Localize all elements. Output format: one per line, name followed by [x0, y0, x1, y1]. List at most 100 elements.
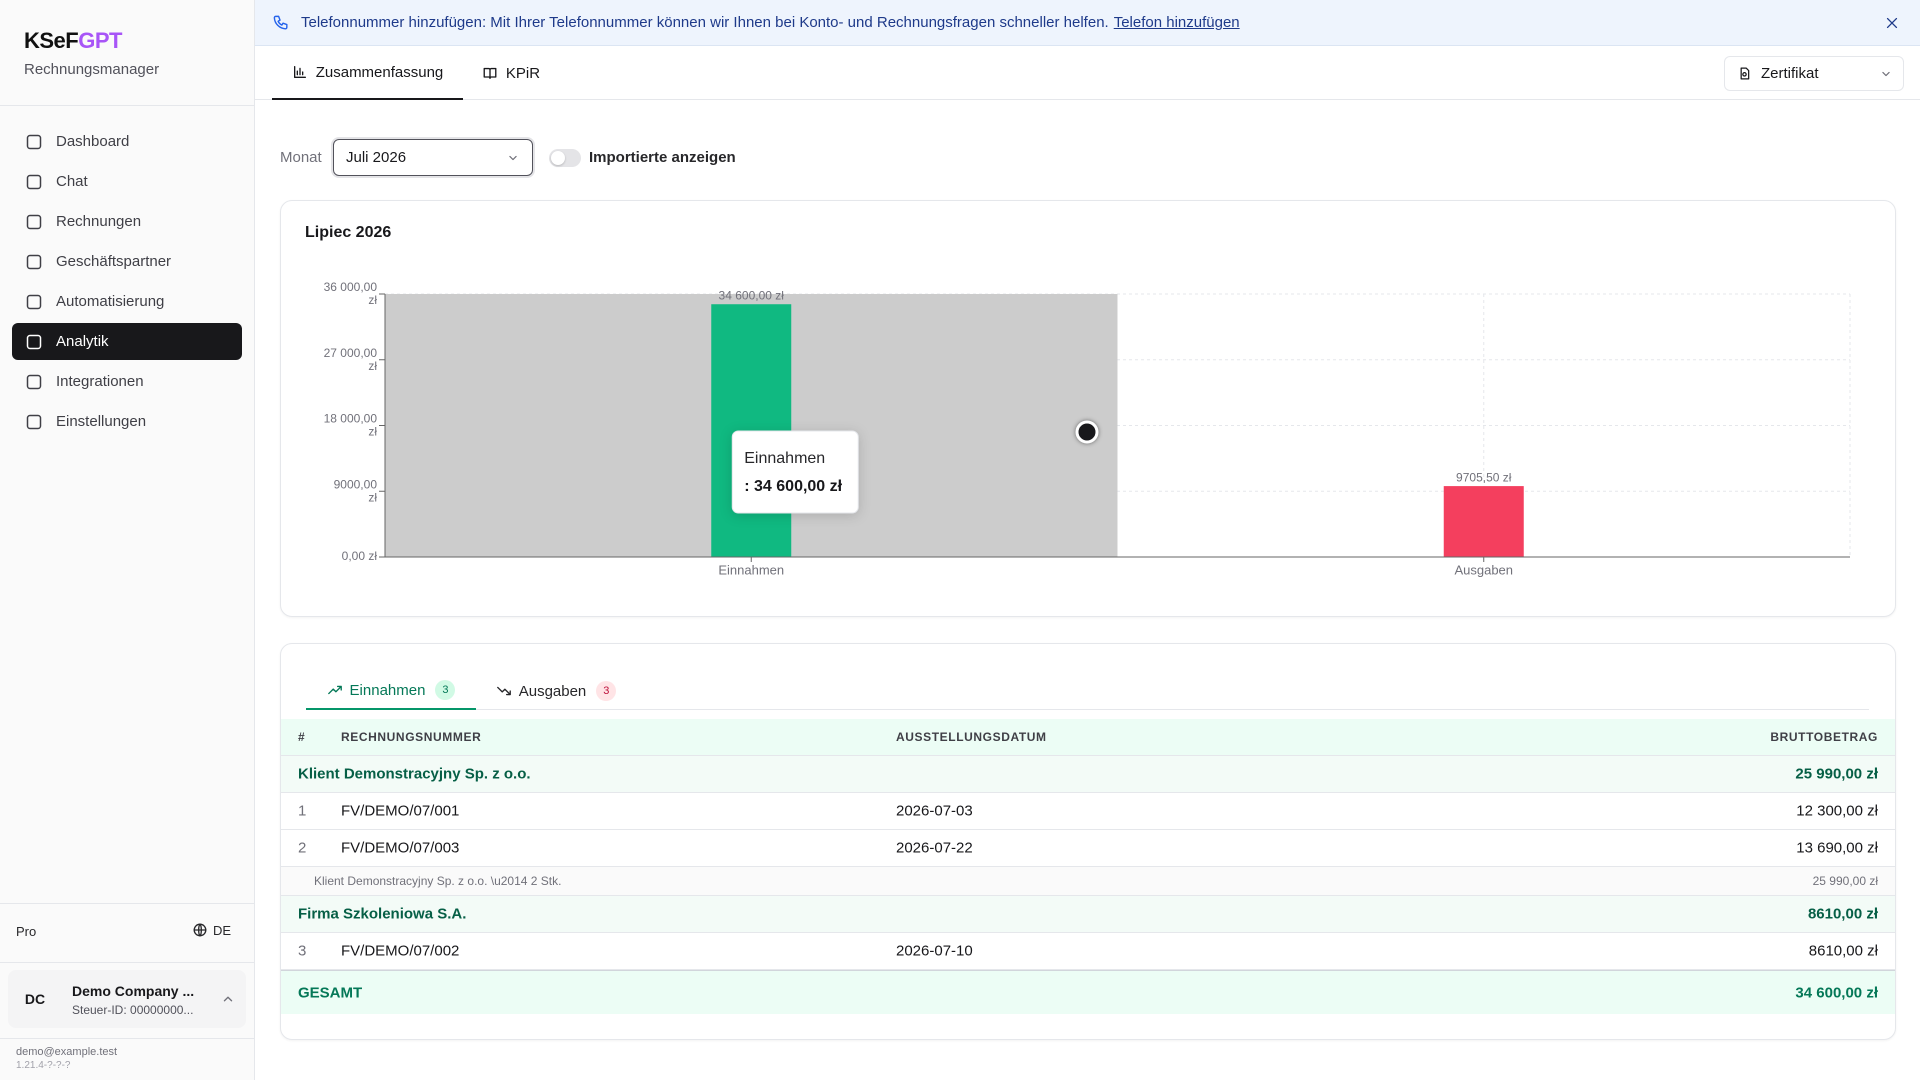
details-card: Einnahmen 3 Ausgaben 3 # RECHNUNGSNUMMER AUSST…	[280, 643, 1896, 1040]
nav-label: Analytik	[56, 333, 109, 350]
x-tick-label: Einnahmen	[718, 562, 784, 577]
details-tab[interactable]: Einnahmen 3	[306, 672, 476, 710]
chart-card: Lipiec 2026 34 600,00 zł Einnahmen 9705,50 …	[280, 200, 1896, 617]
footer-total: 34 600,00 zł	[1795, 984, 1878, 1001]
nav-item[interactable]: Chat	[12, 163, 242, 200]
group-total: 8610,00 zł	[1807, 905, 1878, 923]
nav-item[interactable]: Rechnungen	[12, 203, 242, 240]
nav-item[interactable]: Dashboard	[12, 123, 242, 160]
banner-close[interactable]	[1884, 15, 1900, 31]
group-row: Firma Szkoleniowa S.A. 8610,00 zł	[281, 896, 1895, 933]
icon-part	[293, 66, 306, 78]
divider	[0, 105, 254, 106]
icon-part	[1740, 67, 1750, 80]
icon-part	[1886, 17, 1898, 29]
cell: 8610,00 zł	[1808, 942, 1878, 960]
cell: 12 300,00 zł	[1796, 802, 1878, 820]
language-switch[interactable]: DE	[192, 922, 231, 938]
icon	[509, 155, 517, 161]
nav-item[interactable]: Geschäftspartner	[12, 243, 242, 280]
nav-label: Integrationen	[56, 373, 144, 390]
divider	[0, 962, 254, 963]
icon-part	[483, 67, 497, 79]
tab[interactable]: KPiR	[471, 46, 551, 100]
month-select[interactable]: Juli 2026	[333, 139, 533, 176]
group-row: Klient Demonstracyjny Sp. z o.o. 25 990,0…	[281, 756, 1895, 793]
brand: KSeFGPT	[24, 28, 122, 54]
account-card[interactable]: DC Demo Company ... Steuer-ID: 00000000...	[8, 970, 246, 1028]
month-value: Juli 2026	[346, 149, 407, 166]
y-tick-label-line: zł	[368, 293, 377, 307]
toggle[interactable]	[549, 149, 581, 167]
y-tick-label-line: zł	[368, 359, 377, 373]
nav-label: Automatisierung	[56, 293, 165, 310]
brand-part: GPT	[78, 28, 122, 53]
column-header: RECHNUNGSNUMMER	[341, 730, 482, 744]
nav-item[interactable]: Einstellungen	[12, 403, 242, 440]
icon-part	[1882, 71, 1890, 77]
cell: 3	[298, 942, 307, 960]
cell: 2026-07-22	[896, 839, 973, 857]
plan: Pro	[16, 924, 37, 939]
nav-label: Einstellungen	[56, 413, 147, 430]
chart-title: Lipiec 2026	[305, 224, 391, 241]
y-tick-label-line: 18 000,00	[324, 412, 378, 426]
banner: Telefonnummer hinzufügen: Mit Ihrer Tele…	[255, 0, 1920, 46]
y-tick-label: 9000,00 zł	[334, 477, 378, 504]
icon	[26, 414, 42, 429]
icon-part	[496, 686, 511, 696]
nav-label: Dashboard	[56, 133, 130, 150]
cell: FV/DEMO/07/002	[341, 942, 460, 960]
icon-part	[223, 996, 233, 1002]
icon-part	[26, 334, 42, 349]
chart: Lipiec 2026 34 600,00 zł Einnahmen 9705,50 …	[305, 224, 1851, 577]
icon-part	[26, 174, 42, 189]
icon-part	[26, 134, 42, 149]
nav-item[interactable]: Integrationen	[12, 363, 242, 400]
banner-link[interactable]: Telefon hinzufügen	[1113, 14, 1240, 31]
y-tick-label: 36 000,00 zł	[324, 280, 378, 307]
tab[interactable]: Zusammenfassung	[272, 46, 463, 100]
version: 1.21.4-?-?-?	[16, 1060, 71, 1071]
nav-item[interactable]: Analytik	[12, 323, 242, 360]
cell: 2026-07-03	[896, 802, 973, 820]
y-tick-label-line: zł	[368, 490, 377, 504]
language-label: DE	[213, 922, 232, 938]
details-tab-label: Einnahmen	[349, 681, 426, 699]
invoice-row: 1 FV/DEMO/07/001 2026-07-03 12 300,00 zł	[281, 793, 1895, 830]
icon-part	[26, 294, 42, 309]
icon-part	[26, 414, 42, 429]
footer-label: GESAMT	[298, 984, 363, 1001]
tooltip-box	[731, 430, 859, 514]
icon	[223, 996, 233, 1002]
icon	[1882, 71, 1890, 77]
banner-text: Telefonnummer hinzufügen: Mit Ihrer Tele…	[301, 14, 1109, 31]
group-summary: Klient Demonstracyjny Sp. z o.o. \u2014 …	[281, 867, 1895, 896]
account-name: Demo Company ...	[72, 983, 195, 999]
sidebar: KSeFGPT Rechnungsmanager Dashboard Chat Rech…	[0, 0, 255, 1080]
summary-total: 25 990,00 zł	[1812, 874, 1878, 888]
details-tab[interactable]: Ausgaben 3	[481, 672, 631, 710]
icon	[483, 67, 497, 79]
tab-label: KPiR	[505, 64, 541, 82]
tooltip-name: Einnahmen	[744, 450, 825, 467]
nav-label: Rechnungen	[56, 213, 142, 230]
icon	[1740, 67, 1750, 80]
icon	[293, 66, 306, 78]
icon	[273, 15, 288, 30]
table-footer: GESAMT 34 600,00 zł	[281, 970, 1895, 1014]
divider	[0, 1038, 254, 1039]
y-tick-label-line: 9000,00	[334, 477, 378, 491]
summary-text: Klient Demonstracyjny Sp. z o.o. \u2014 …	[314, 874, 562, 888]
certificate-select[interactable]: Zertifikat	[1724, 56, 1904, 91]
brand-part: KSeF	[24, 28, 79, 53]
icon	[26, 214, 42, 229]
icon	[1886, 17, 1898, 29]
tooltip-value: : 34 600,00 zł	[744, 478, 842, 495]
icon-part	[26, 374, 42, 389]
nav-item[interactable]: Automatisierung	[12, 283, 242, 320]
count-badge: 3	[435, 680, 456, 700]
value-label: 34 600,00 zł	[719, 288, 785, 302]
